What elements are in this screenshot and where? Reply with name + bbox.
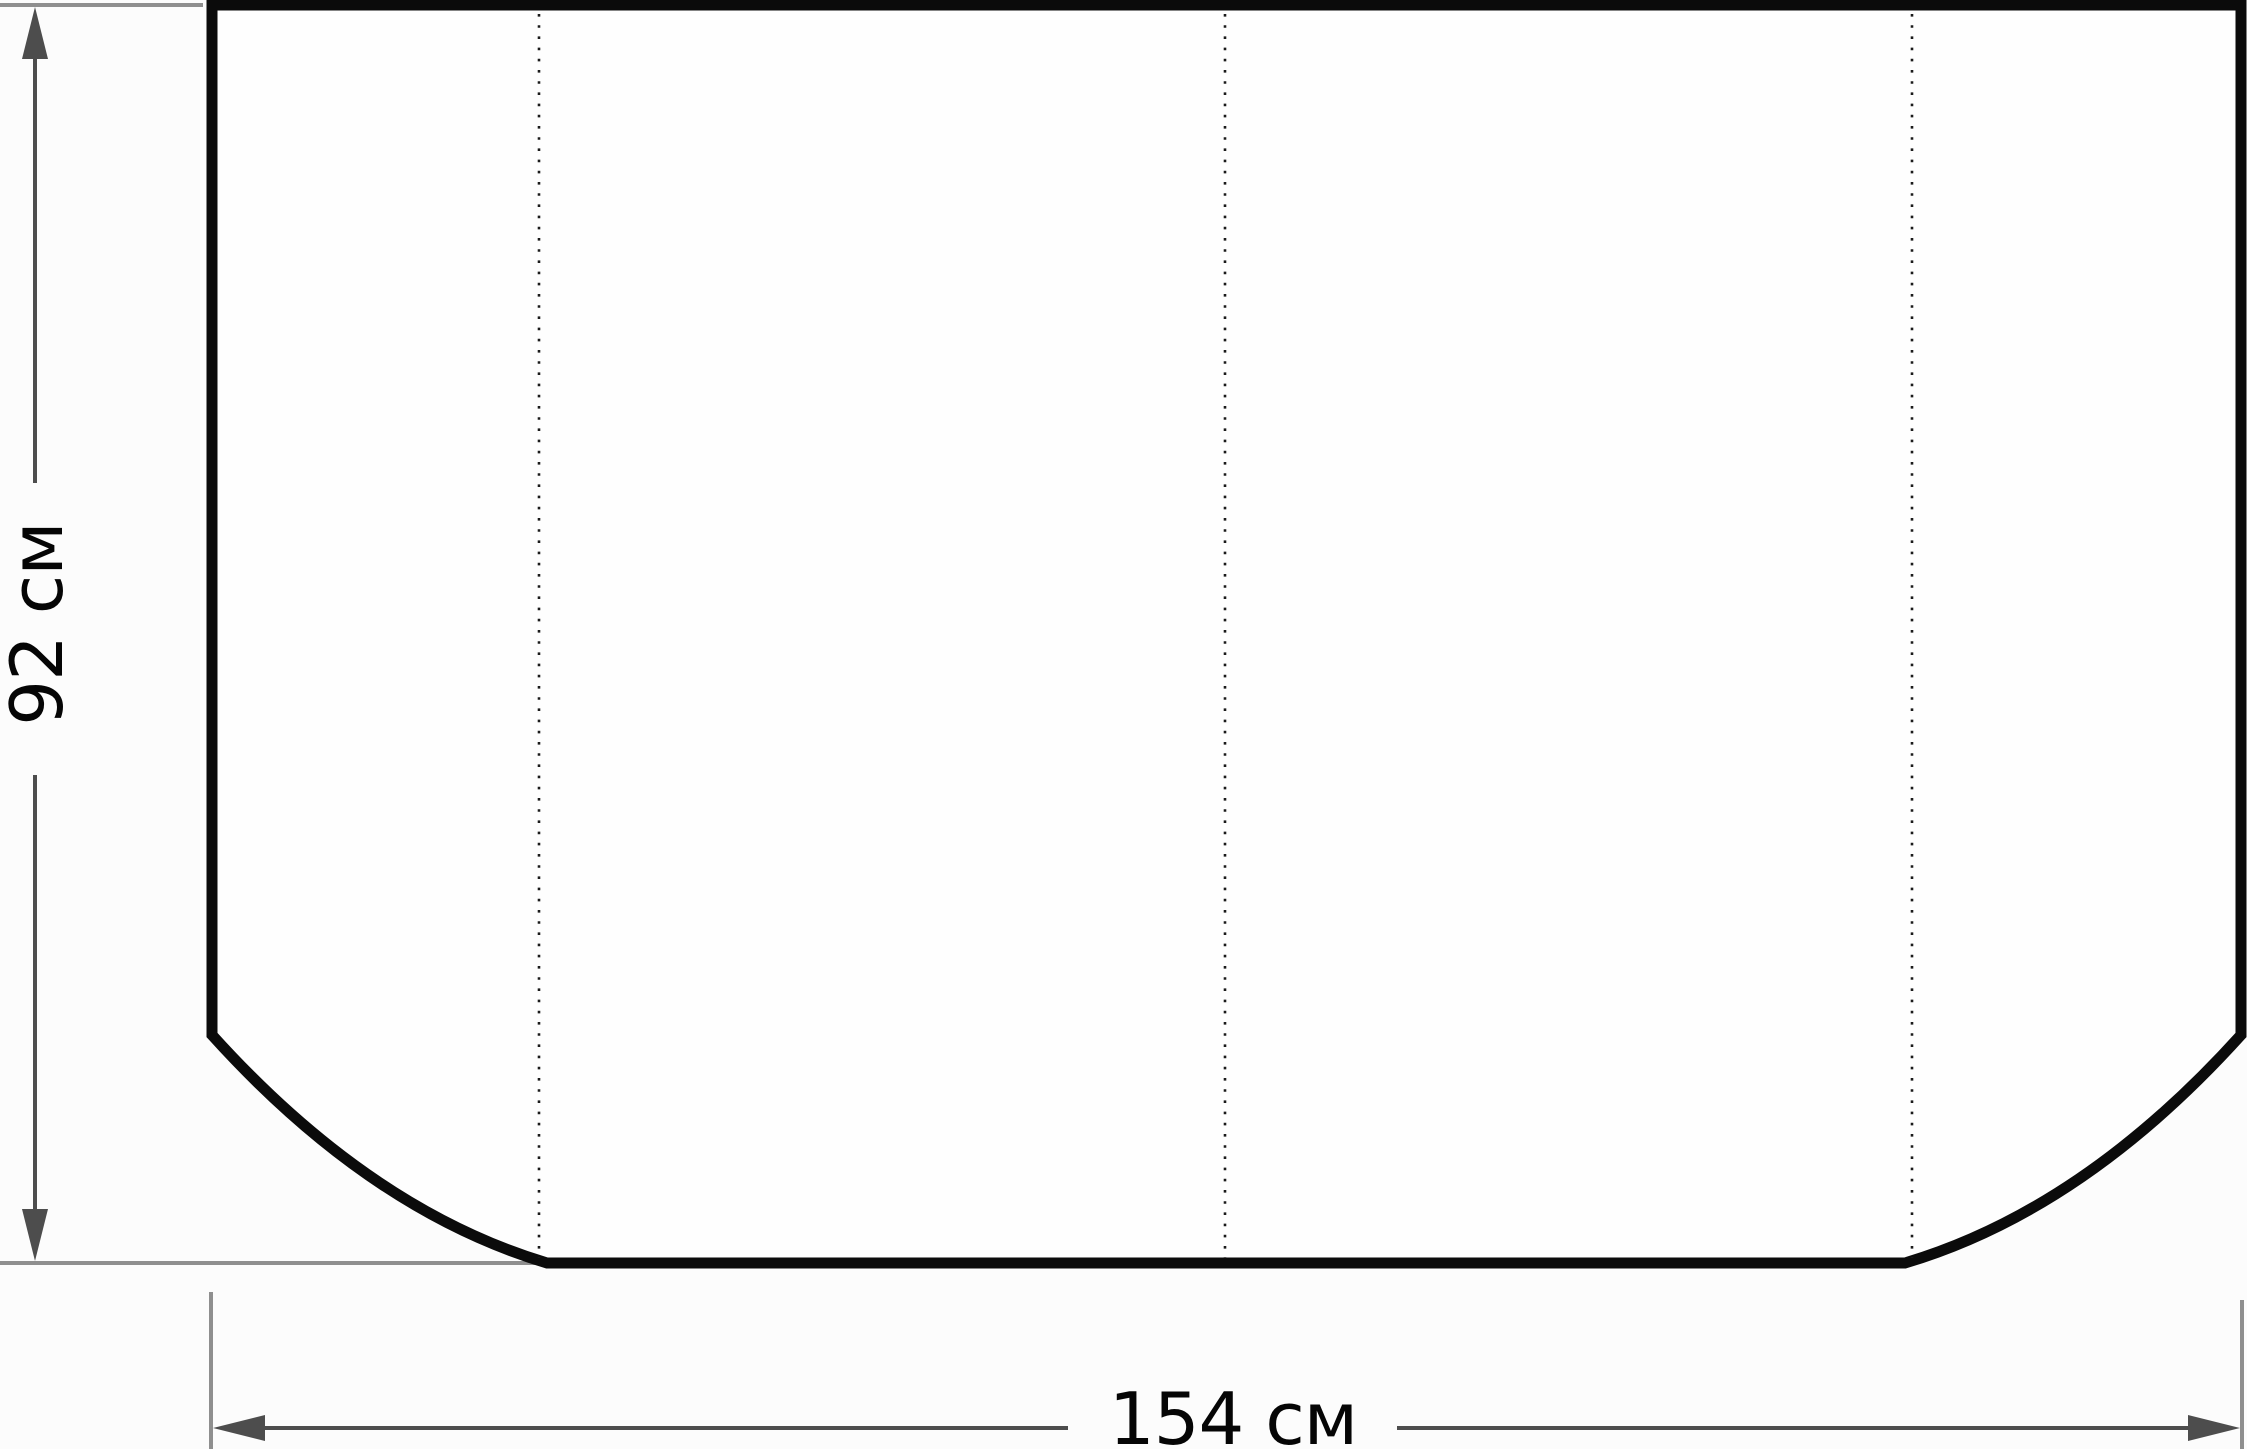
width-dim-arrow-right-icon (2188, 1415, 2240, 1441)
shape-outline (206, 0, 2247, 1269)
height-dim-arrow-down-icon (22, 1209, 48, 1261)
height-dim-arrow-up-icon (22, 7, 48, 59)
width-dim-arrow-left-icon (213, 1415, 265, 1441)
height-label: 92 см (0, 522, 79, 725)
width-label: 154 см (1109, 1377, 1357, 1449)
